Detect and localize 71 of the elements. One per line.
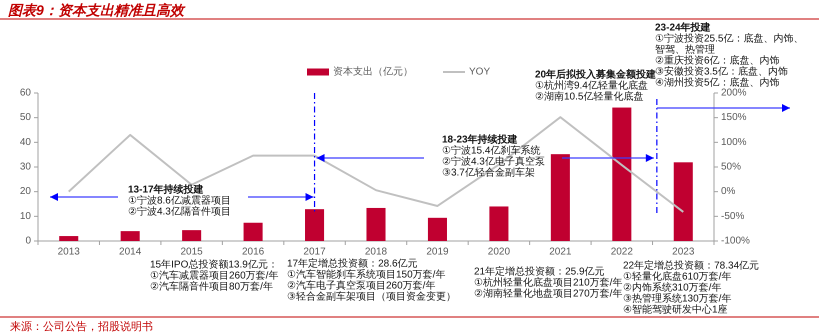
text: 15年IPO总投资额13.9亿元： bbox=[150, 258, 278, 270]
text: 20年后拟投入募集金额投建 bbox=[535, 68, 656, 80]
text: ④湖州投资5亿：底盘、内饰 bbox=[655, 76, 780, 88]
text: 22年定增总投资额：78.34亿元 bbox=[623, 260, 760, 272]
text: ①轻量化底盘610万套/年 bbox=[623, 270, 732, 282]
source-note: 来源：公司公告，招股说明书 bbox=[10, 320, 153, 333]
y-tick-label: 50 bbox=[20, 112, 32, 124]
x-tick-label: 2019 bbox=[426, 246, 450, 258]
y-tick-label: 20 bbox=[20, 186, 32, 198]
y2-tick-label: 200% bbox=[721, 88, 747, 98]
annotation: ②湖南10.5亿轻量化底盘 bbox=[535, 90, 644, 102]
bar bbox=[550, 154, 570, 241]
annotation: ②宁波4.3亿隔音件项目 bbox=[128, 206, 231, 218]
text: ④智能驾驶研发中心1座 bbox=[623, 304, 728, 316]
annotation: ③3.7亿轻合金副车架 bbox=[442, 166, 535, 178]
chart-title: 图表9：资本支出精准且高效 bbox=[8, 2, 186, 18]
bar bbox=[366, 208, 386, 241]
x-tick-label: 2021 bbox=[549, 246, 572, 258]
y-tick-label: 0 bbox=[25, 236, 32, 246]
text: ①宁波投资25.5亿：底盘、内饰、 bbox=[655, 32, 804, 44]
y2-tick-label: 0% bbox=[721, 186, 736, 198]
text: ③安徽投资3.5亿：底盘、内饰 bbox=[655, 66, 788, 78]
y2-tick-label: 50% bbox=[721, 162, 742, 172]
y2-tick-label: 100% bbox=[721, 136, 747, 148]
y-tick-label: 10 bbox=[20, 210, 32, 222]
bar bbox=[489, 206, 508, 241]
bar bbox=[674, 162, 693, 241]
text: ②内饰系统310万套/年 bbox=[623, 282, 722, 294]
text: ①杭州轻量化底盘项目210万套/年 bbox=[474, 276, 622, 288]
bar bbox=[612, 108, 632, 241]
text: ②重庆投资6亿：底盘、内饰 bbox=[655, 54, 780, 66]
text: 21年定增总投资额：25.9亿元 bbox=[474, 266, 605, 278]
text: ①汽车减震器项目260万套/年 bbox=[150, 270, 278, 282]
legend-label: YOY bbox=[469, 66, 490, 78]
text: ②汽车电子真空泵项目260万套/年 bbox=[287, 280, 436, 292]
text: ③热管理系统130万套/年 bbox=[623, 292, 732, 304]
annotation: ①宁波15.4亿刹车系统 bbox=[442, 144, 540, 156]
x-tick-label: 2016 bbox=[242, 246, 265, 258]
text: 23-24年投建 bbox=[655, 22, 711, 34]
bar bbox=[182, 230, 202, 241]
annotation: ①宁波8.6亿减震器项目 bbox=[128, 194, 231, 206]
y-tick-label: 30 bbox=[20, 162, 32, 172]
annotation: ②宁波4.3亿电子真空泵 bbox=[442, 156, 545, 168]
y2-tick-label: -100% bbox=[721, 236, 750, 246]
x-tick-label: 2018 bbox=[364, 246, 388, 258]
text: 智驾、热管理 bbox=[655, 44, 715, 56]
y2-tick-label: 150% bbox=[721, 112, 747, 124]
text: ③轻合金副车架项目（项目资金变更） bbox=[287, 290, 456, 302]
x-tick-label: 2022 bbox=[610, 246, 634, 258]
text: 17年定增总投资额：28.6亿元 bbox=[287, 258, 418, 270]
x-tick-label: 2017 bbox=[303, 246, 326, 258]
text: ①杭州湾9.4亿轻量化底盘 bbox=[535, 80, 648, 92]
annotation: 18-23年持续投建 bbox=[442, 134, 518, 146]
x-tick-label: 2013 bbox=[58, 246, 80, 258]
x-tick-label: 2014 bbox=[119, 246, 142, 258]
text: ②汽车隔音件项目80万套/年 bbox=[150, 280, 273, 292]
bar bbox=[244, 222, 263, 241]
text: ②湖南轻量化地盘项目270万套/年 bbox=[474, 288, 622, 300]
x-tick-label: 2015 bbox=[180, 246, 204, 258]
bar bbox=[120, 231, 140, 241]
y2-tick-label: -50% bbox=[721, 210, 744, 222]
bar bbox=[428, 218, 447, 241]
x-tick-label: 2023 bbox=[672, 246, 695, 258]
annotation: 13-17年持续投建 bbox=[128, 184, 204, 196]
text: ①汽车智能刹车系统项目150万套/年 bbox=[287, 268, 446, 280]
bar bbox=[59, 236, 78, 241]
y-tick-label: 60 bbox=[20, 88, 32, 98]
x-tick-label: 2020 bbox=[488, 246, 510, 258]
bar bbox=[305, 209, 324, 241]
legend-label: 资本支出（亿元） bbox=[333, 66, 413, 78]
y-tick-label: 40 bbox=[20, 136, 32, 148]
